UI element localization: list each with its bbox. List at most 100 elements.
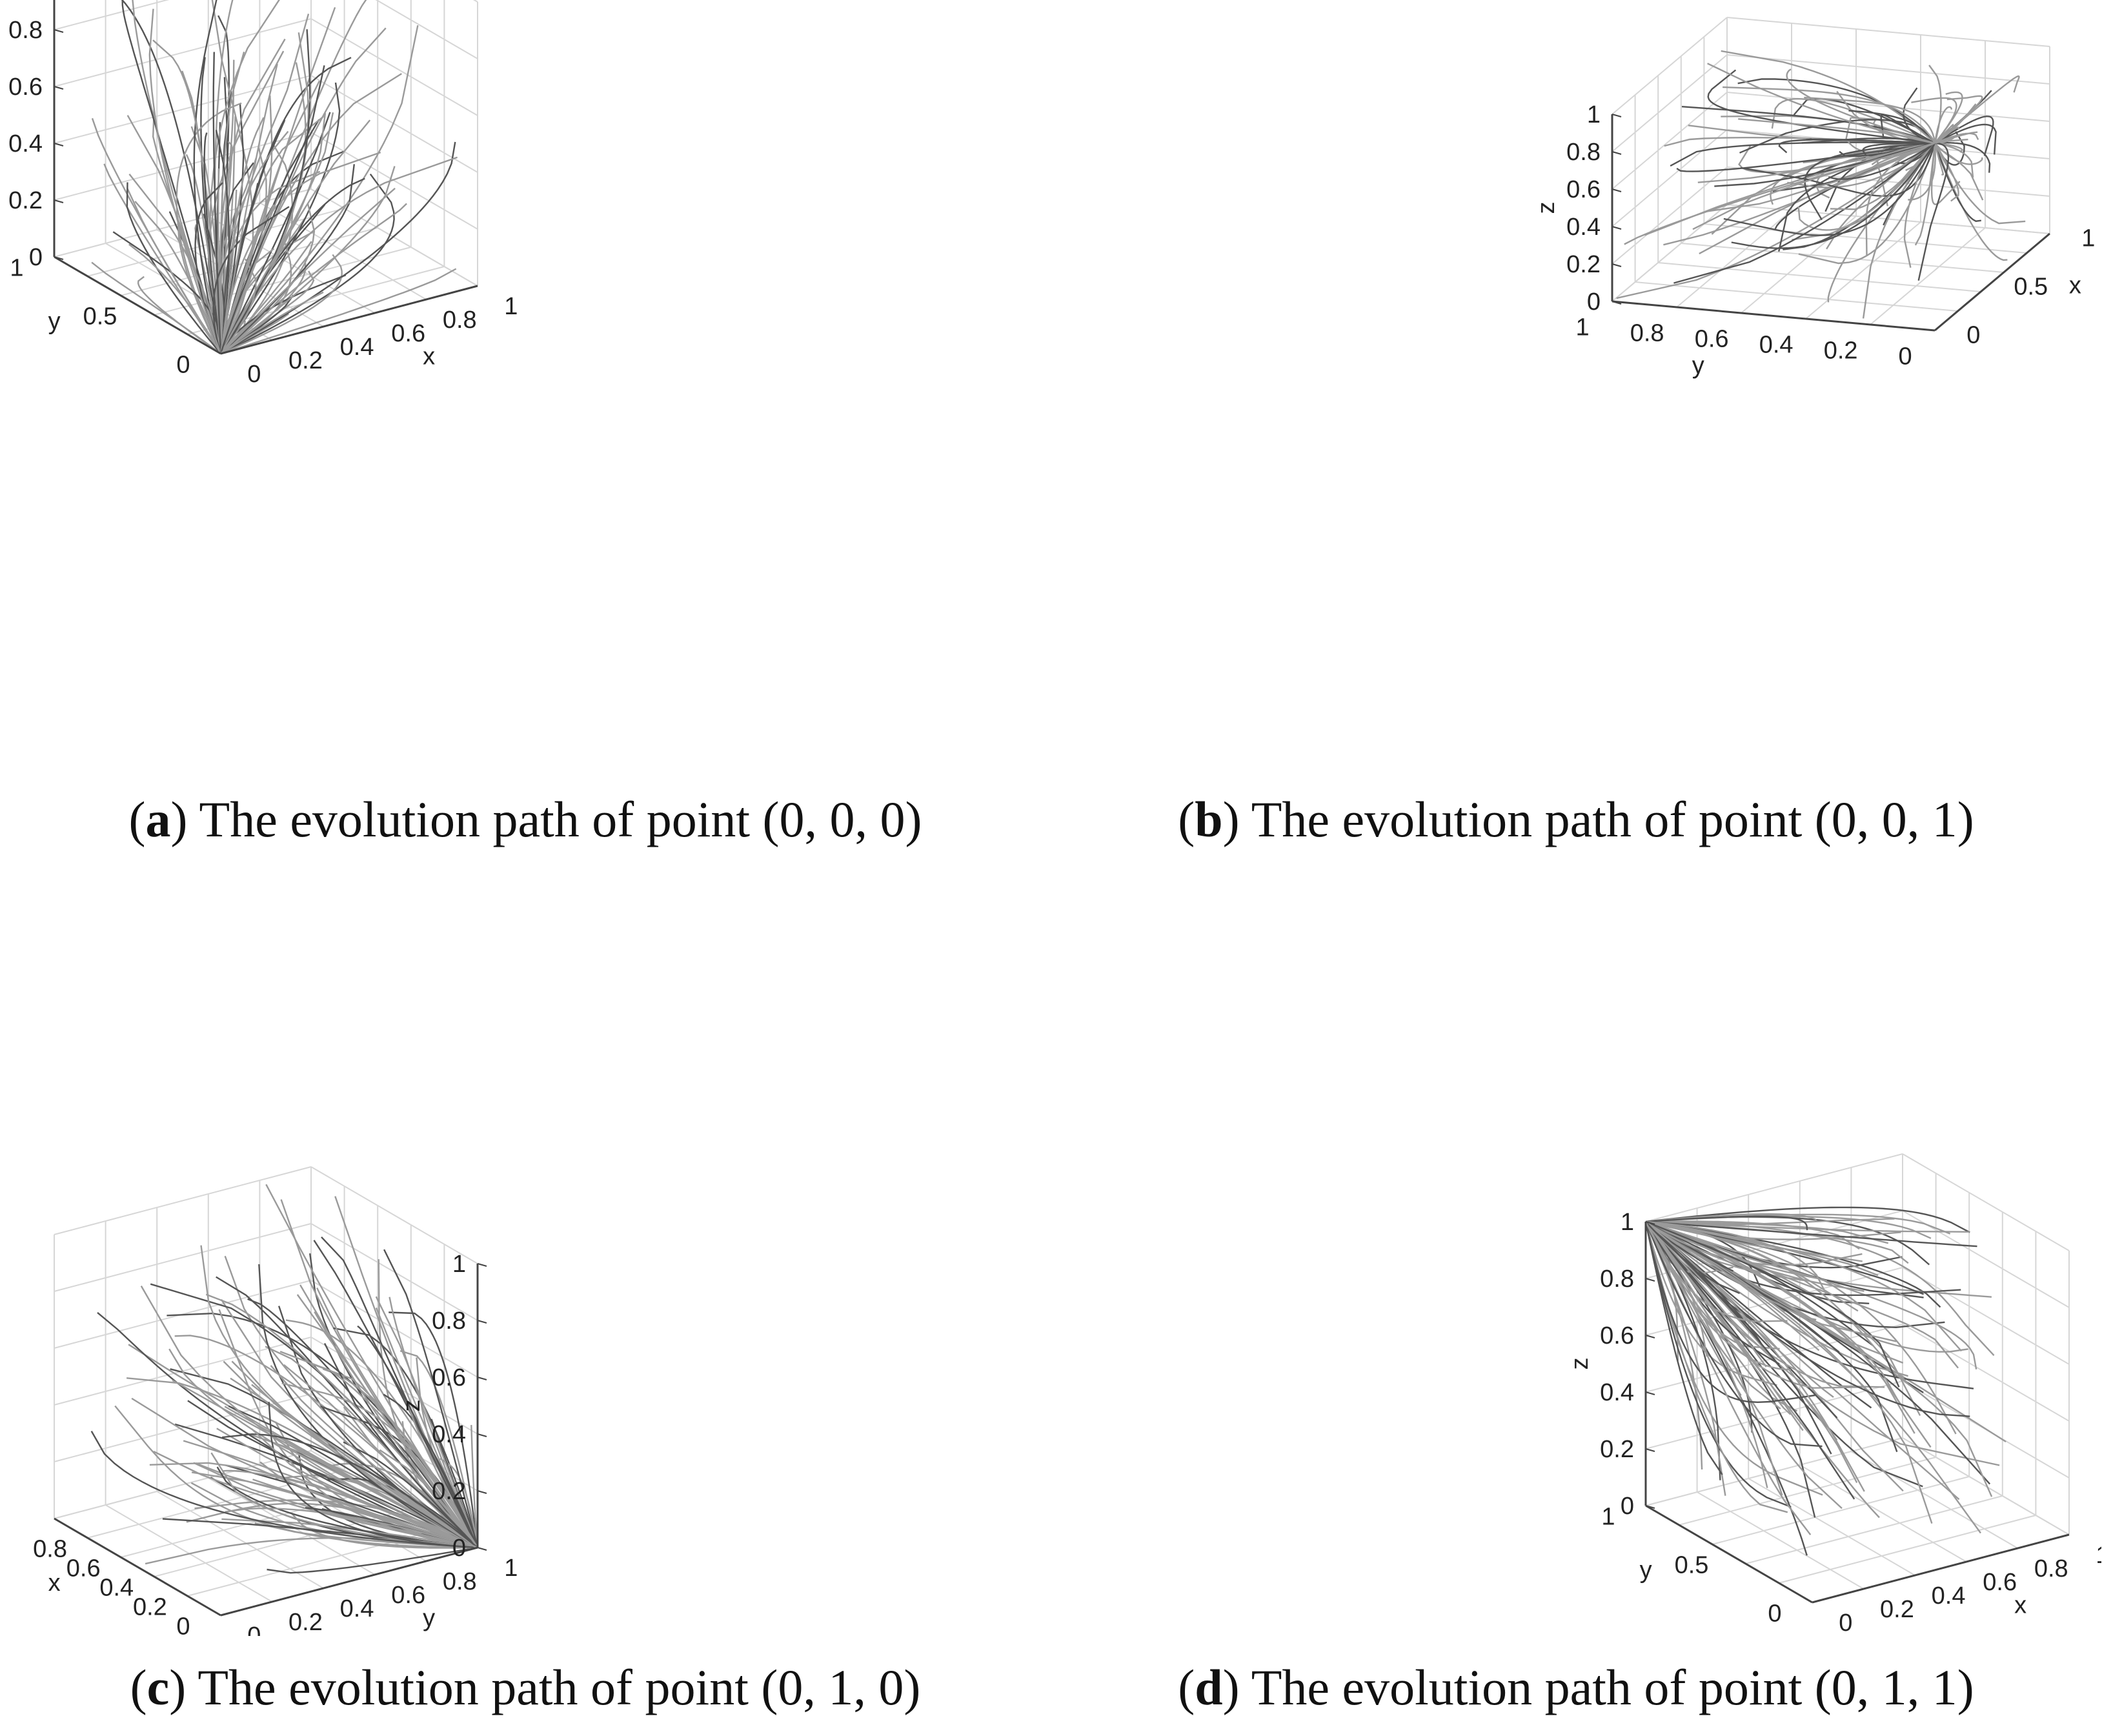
grid-line [1850, 1451, 2018, 1549]
grid-line [1635, 281, 1958, 312]
y-tick-label: 0.2 [1824, 338, 1858, 365]
trajectory-curve [1804, 96, 1936, 144]
z-tick-label: 0.8 [432, 1307, 466, 1335]
trajectory-curve [220, 164, 355, 354]
x-axis-label: x [48, 1569, 61, 1597]
z-tick-mark [1645, 1391, 1655, 1395]
trajectory-curve [1645, 1221, 1740, 1295]
trajectory-curve [389, 1311, 479, 1548]
trajectory-curve [1865, 142, 1935, 256]
z-tick-mark [477, 1320, 487, 1324]
x-tick-label: 0.2 [133, 1593, 167, 1620]
x-axis-label: x [2014, 1592, 2026, 1619]
trajectory-curve [121, 0, 222, 354]
z-tick-label: 0.4 [1600, 1379, 1634, 1406]
x-tick-label: 0 [176, 1613, 190, 1636]
trajectory-curve [152, 39, 222, 354]
grid-line [1779, 1515, 2036, 1584]
x-tick-label: 1 [2081, 225, 2095, 252]
trajectory-curve [90, 1431, 478, 1549]
trajectory-curve [140, 1286, 478, 1549]
y-tick-label: 1 [1576, 314, 1590, 341]
x-axis-label: x [2069, 272, 2081, 299]
z-tick-label: 0.6 [8, 74, 43, 101]
y-tick-label: 0 [176, 351, 190, 378]
trajectory-curve [379, 1449, 478, 1548]
grid-line [1870, 227, 1986, 325]
z-tick-mark [1645, 1278, 1655, 1282]
z-tick-label: 0.2 [1566, 251, 1601, 278]
trajectory-curve [1645, 1221, 1865, 1492]
trajectory-curve [1786, 68, 1935, 145]
trajectory-curve [214, 0, 234, 354]
trajectory-curve [1644, 1221, 1788, 1322]
y-axis-line [1612, 300, 1935, 332]
z-tick-mark [54, 86, 64, 90]
trajectory-curve [1731, 143, 1935, 249]
trajectory-curve [219, 29, 311, 354]
z-tick-mark [54, 256, 64, 260]
z-tick-label: 1 [452, 1251, 466, 1278]
x-tick-label: 0.6 [1983, 1569, 2017, 1596]
z-tick-label: 0.4 [8, 130, 43, 157]
z-tick-mark [477, 1377, 487, 1380]
x-tick-label: 0.6 [391, 320, 425, 347]
trajectory-curve [1692, 142, 1935, 230]
trajectory-curve [333, 1327, 479, 1548]
y-tick-label: 1 [1601, 1503, 1615, 1530]
z-tick-label: 0.2 [8, 187, 43, 214]
trajectory-curve [231, 1360, 478, 1549]
z-axis-label: z [0, 109, 2, 121]
grid-line [1805, 221, 1921, 319]
x-tick-label: 0 [247, 361, 261, 388]
trajectory-curve [1930, 143, 1961, 205]
x-tick-label: 1 [504, 293, 518, 320]
caption-d: (d) The evolution path of point (0, 1, 1… [1178, 1659, 1974, 1715]
trajectory-curve [1645, 1220, 1900, 1388]
y-axis-line [1645, 1504, 1813, 1604]
trajectory-curve [219, 65, 325, 354]
z-tick-label: 1 [1621, 1209, 1634, 1236]
x-tick-label: 0 [1839, 1610, 1852, 1636]
z-tick-mark [1612, 226, 1622, 230]
y-tick-label: 0.4 [1759, 332, 1794, 359]
grid-line [54, 1166, 312, 1235]
trajectory-curve [1723, 143, 1936, 236]
trajectory-curve [1934, 95, 1983, 144]
trajectory-curve [1645, 1220, 1860, 1250]
caption-a-text: The evolution path of point (0, 0, 0) [199, 791, 922, 847]
trajectory-curve [1645, 1206, 1970, 1233]
trajectory-curve [212, 206, 290, 354]
x-tick-label: 0.4 [99, 1574, 134, 1601]
grid-line [1676, 210, 1792, 308]
trajectory-curve [1928, 65, 1942, 144]
x-axis-line [220, 285, 478, 355]
grid-line [54, 1223, 312, 1292]
trajectory-curve [1862, 142, 1935, 156]
grid-line [1679, 1457, 1936, 1526]
trajectory-curve [383, 1393, 479, 1548]
z-tick-mark [1645, 1335, 1655, 1338]
trajectory-curve [1645, 1220, 1963, 1352]
z-tick-label: 0.2 [432, 1478, 466, 1505]
trajectory-curve [1917, 142, 1950, 281]
trajectory-curve [1644, 1221, 1777, 1386]
trajectory-curve [126, 182, 221, 354]
grid-line [1645, 1380, 1903, 1449]
trajectory-curve [203, 132, 222, 354]
x-tick-label: 0 [1966, 321, 1980, 348]
grid-line [1612, 54, 1728, 152]
y-axis-label: y [423, 1605, 435, 1632]
y-tick-label: 0 [1768, 1600, 1781, 1627]
y-tick-label: 1 [10, 254, 23, 281]
caption-b-letter: b [1195, 791, 1223, 847]
trajectory-curve [219, 80, 321, 354]
trajectory-curve [1740, 143, 1936, 197]
trajectory-curve [267, 1546, 478, 1574]
z-tick-label: 0.6 [1566, 176, 1601, 203]
trajectory-curve [1645, 1221, 1783, 1496]
trajectory-curve [219, 59, 235, 354]
trajectory-curve [137, 276, 221, 354]
trajectory-curve [114, 1405, 478, 1549]
